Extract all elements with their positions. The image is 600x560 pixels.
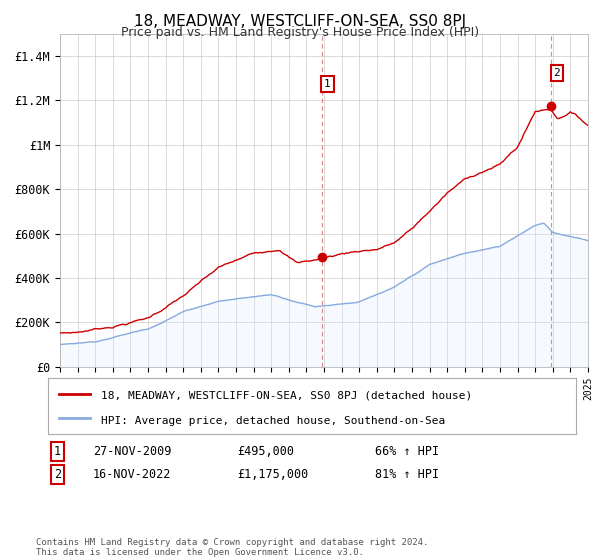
Text: £495,000: £495,000 xyxy=(237,445,294,458)
Text: 16-NOV-2022: 16-NOV-2022 xyxy=(93,468,172,480)
Text: 66% ↑ HPI: 66% ↑ HPI xyxy=(375,445,439,458)
Text: 18, MEADWAY, WESTCLIFF-ON-SEA, SS0 8PJ (detached house): 18, MEADWAY, WESTCLIFF-ON-SEA, SS0 8PJ (… xyxy=(101,391,472,401)
Text: HPI: Average price, detached house, Southend-on-Sea: HPI: Average price, detached house, Sout… xyxy=(101,416,445,426)
Text: 27-NOV-2009: 27-NOV-2009 xyxy=(93,445,172,458)
Text: 1: 1 xyxy=(324,79,331,89)
Text: £1,175,000: £1,175,000 xyxy=(237,468,308,480)
Text: 2: 2 xyxy=(54,468,61,480)
Text: 2: 2 xyxy=(553,68,560,78)
Text: 81% ↑ HPI: 81% ↑ HPI xyxy=(375,468,439,480)
Text: Price paid vs. HM Land Registry's House Price Index (HPI): Price paid vs. HM Land Registry's House … xyxy=(121,26,479,39)
Text: Contains HM Land Registry data © Crown copyright and database right 2024.
This d: Contains HM Land Registry data © Crown c… xyxy=(36,538,428,557)
Text: 1: 1 xyxy=(54,445,61,458)
Text: 18, MEADWAY, WESTCLIFF-ON-SEA, SS0 8PJ: 18, MEADWAY, WESTCLIFF-ON-SEA, SS0 8PJ xyxy=(134,14,466,29)
